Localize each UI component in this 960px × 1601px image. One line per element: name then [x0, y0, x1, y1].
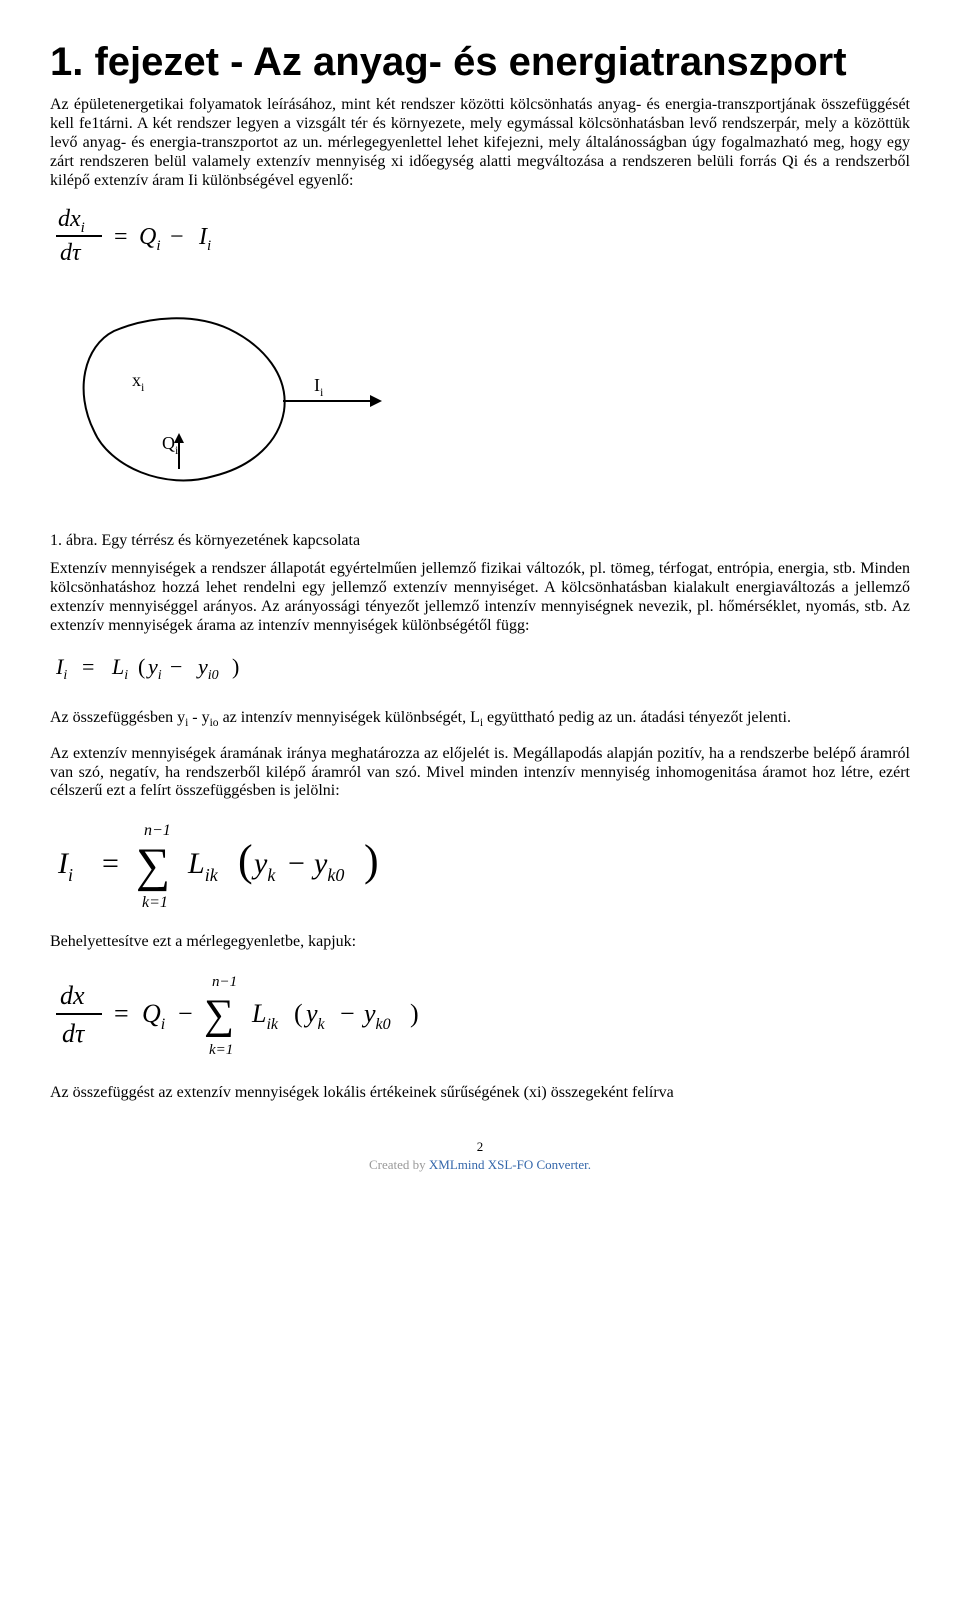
- svg-text:n−1: n−1: [144, 822, 171, 839]
- svg-text:Lik: Lik: [187, 847, 219, 885]
- paragraph-density: Az összefüggést az extenzív mennyiségek …: [50, 1084, 910, 1103]
- svg-text:): ): [364, 836, 379, 885]
- svg-text:yi0: yi0: [196, 654, 219, 683]
- svg-text:Ii: Ii: [198, 224, 211, 254]
- svg-text:Ii: Ii: [314, 375, 324, 399]
- svg-text:): ): [410, 999, 419, 1028]
- page: 1. fejezet - Az anyag- és energiatranszp…: [0, 0, 960, 1560]
- svg-text:−: −: [288, 847, 305, 880]
- equation-current: Ii = Li ( yi − yi0 ): [54, 650, 910, 691]
- svg-text:yk0: yk0: [311, 847, 344, 885]
- equation-balance-full: dx dτ = Qi − n−1 ∑ k=1 Lik ( yk − yk0 ): [54, 966, 910, 1066]
- svg-text:n−1: n−1: [212, 974, 237, 990]
- equation-sum-current: Ii = n−1 ∑ k=1 Lik ( yk − yk0 ): [54, 815, 910, 915]
- svg-text:Ii: Ii: [55, 654, 67, 683]
- svg-text:∑: ∑: [136, 839, 170, 892]
- svg-text:yk: yk: [303, 999, 326, 1033]
- svg-text:Qi: Qi: [139, 224, 161, 254]
- figure-caption: 1. ábra. Egy térrész és környezetének ka…: [50, 532, 910, 550]
- svg-text:=: =: [114, 224, 128, 250]
- figure-region: xi Qi Ii: [54, 291, 910, 516]
- svg-text:=: =: [82, 654, 94, 679]
- svg-text:Qi: Qi: [162, 433, 179, 457]
- chapter-title: 1. fejezet - Az anyag- és energiatranszp…: [50, 40, 910, 84]
- svg-text:=: =: [102, 847, 119, 880]
- svg-text:(: (: [238, 836, 253, 885]
- footer-converter: XMLmind XSL-FO Converter.: [429, 1157, 591, 1172]
- svg-text:xi: xi: [132, 370, 145, 394]
- svg-text:yi: yi: [146, 654, 162, 683]
- page-number: 2: [50, 1139, 910, 1155]
- svg-text:Li: Li: [111, 654, 128, 683]
- svg-text:k=1: k=1: [142, 894, 168, 910]
- svg-text:Qi: Qi: [142, 999, 165, 1033]
- svg-text:dτ: dτ: [62, 1019, 86, 1048]
- svg-text:Lik: Lik: [251, 999, 279, 1033]
- svg-text:−: −: [340, 999, 355, 1028]
- footer-credit: Created by XMLmind XSL-FO Converter.: [50, 1157, 910, 1173]
- svg-text:−: −: [170, 654, 182, 679]
- paragraph-yL: Az összefüggésben yi - yio az intenzív m…: [50, 709, 910, 731]
- svg-text:Ii: Ii: [57, 847, 73, 885]
- paragraph-sign: Az extenzív mennyiségek áramának iránya …: [50, 745, 910, 802]
- svg-text:−: −: [170, 224, 184, 250]
- svg-text:∑: ∑: [204, 992, 234, 1038]
- svg-text:yk0: yk0: [361, 999, 391, 1033]
- svg-text:k=1: k=1: [209, 1042, 233, 1058]
- paragraph-extensive: Extenzív mennyiségek a rendszer állapotá…: [50, 560, 910, 636]
- paragraph-subst: Behelyettesítve ezt a mérlegegyenletbe, …: [50, 933, 910, 952]
- page-footer: 2 Created by XMLmind XSL-FO Converter.: [50, 1139, 910, 1173]
- svg-text:dx: dx: [60, 981, 85, 1010]
- svg-text:): ): [232, 654, 239, 679]
- svg-text:(: (: [294, 999, 303, 1028]
- paragraph-intro: Az épületenergetikai folyamatok leírásáh…: [50, 96, 910, 190]
- svg-text:−: −: [178, 999, 193, 1028]
- svg-text:dxi: dxi: [58, 206, 85, 236]
- svg-text:(: (: [138, 654, 145, 679]
- equation-balance: dxi dτ = Qi − Ii: [54, 204, 910, 273]
- svg-text:dτ: dτ: [60, 240, 82, 266]
- svg-text:=: =: [114, 999, 129, 1028]
- svg-text:yk: yk: [251, 847, 276, 885]
